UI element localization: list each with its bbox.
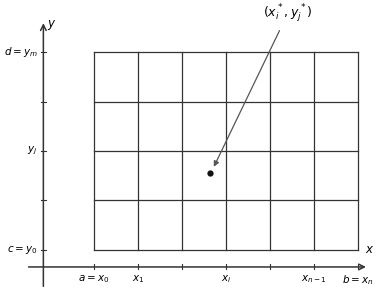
- Text: $x_i$: $x_i$: [221, 273, 231, 285]
- Text: $y$: $y$: [47, 18, 56, 32]
- Text: $x_{n-1}$: $x_{n-1}$: [301, 273, 327, 285]
- Text: $c = y_0$: $c = y_0$: [7, 244, 38, 256]
- Text: $b = x_n$: $b = x_n$: [342, 273, 374, 287]
- Text: $a = x_0$: $a = x_0$: [78, 273, 110, 285]
- Text: $y_j$: $y_j$: [27, 145, 38, 157]
- Text: $d = y_m$: $d = y_m$: [4, 45, 38, 59]
- Text: $x$: $x$: [365, 243, 375, 256]
- Text: $(x_i^*, y_j^*)$: $(x_i^*, y_j^*)$: [215, 3, 312, 166]
- Text: $x_1$: $x_1$: [132, 273, 144, 285]
